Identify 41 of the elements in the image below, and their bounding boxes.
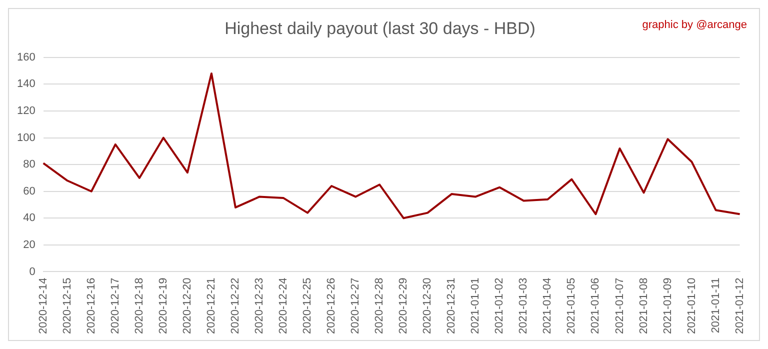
text: graphic by @arcange bbox=[642, 19, 747, 31]
x-tick-label: 2021-01-11 bbox=[710, 278, 722, 334]
y-tick-label: 140 bbox=[16, 78, 36, 90]
x-tick-label: 2020-12-24 bbox=[278, 278, 290, 334]
x-tick-label: 2020-12-28 bbox=[374, 278, 386, 334]
x-tick-label: 2020-12-21 bbox=[205, 278, 218, 334]
x-tick-label: 2020-12-18 bbox=[133, 278, 146, 334]
x-tick-label: 2021-01-07 bbox=[614, 278, 626, 334]
x-tick-label: 2020-12-17 bbox=[109, 278, 122, 334]
x-tick-label: 2020-12-30 bbox=[422, 278, 434, 334]
y-tick-label: 20 bbox=[23, 238, 36, 251]
y-tick-label: 160 bbox=[16, 51, 36, 64]
y-tick-label: 120 bbox=[16, 105, 36, 118]
x-tick-label: 2021-01-12 bbox=[734, 278, 746, 334]
x-tick-label: 2021-01-10 bbox=[686, 278, 698, 334]
x-tick-label: 2021-01-08 bbox=[638, 278, 650, 334]
y-tick-label: 40 bbox=[23, 212, 36, 224]
x-tick-label: 2020-12-27 bbox=[350, 278, 362, 334]
x-tick-label: 2021-01-05 bbox=[566, 278, 578, 334]
x-tick-label: 2020-12-31 bbox=[446, 278, 458, 334]
y-tick-label: 60 bbox=[23, 185, 36, 198]
x-tick-label: 2020-12-15 bbox=[61, 278, 74, 334]
x-tick-label: 2020-12-25 bbox=[302, 278, 314, 334]
x-tick-label: 2021-01-09 bbox=[662, 278, 674, 334]
x-tick-label: 2021-01-02 bbox=[494, 278, 506, 334]
x-tick-label: 2020-12-26 bbox=[326, 278, 338, 334]
x-tick-label: 2020-12-14 bbox=[37, 278, 50, 334]
x-tick-label: 2021-01-04 bbox=[542, 278, 554, 334]
y-tick-label: 0 bbox=[29, 266, 36, 278]
x-tick-label: 2021-01-03 bbox=[518, 278, 530, 334]
x-tick-label: 2020-12-29 bbox=[398, 278, 410, 334]
x-tick-label: 2020-12-20 bbox=[181, 278, 194, 334]
x-tick-label: 2021-01-06 bbox=[590, 278, 602, 334]
x-tick-label: 2021-01-01 bbox=[470, 278, 482, 334]
x-tick-label: 2020-12-19 bbox=[157, 278, 170, 334]
y-tick-label: 80 bbox=[23, 158, 36, 171]
x-tick-label: 2020-12-22 bbox=[230, 278, 242, 334]
chart-title: Highest daily payout (last 30 days - HBD) bbox=[224, 18, 536, 38]
x-tick-label: 2020-12-16 bbox=[85, 278, 98, 334]
x-tick-label: 2020-12-23 bbox=[254, 278, 266, 334]
y-tick-label: 100 bbox=[16, 132, 36, 144]
